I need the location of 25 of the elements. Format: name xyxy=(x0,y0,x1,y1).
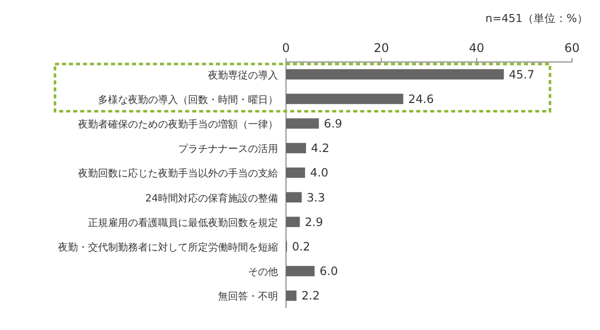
x-tick-label: 60 xyxy=(564,41,580,55)
data-label: 2.2 xyxy=(301,288,320,303)
data-label: 3.3 xyxy=(306,190,326,204)
y-tick-label: 夜勤者確保のための夜勤手当の増額（一律） xyxy=(78,118,278,130)
data-label: 6.9 xyxy=(324,116,342,130)
data-label: 6.0 xyxy=(320,264,338,278)
y-tick-label: 夜勤・交代制勤務者に対して所定労働時間を短縮 xyxy=(58,242,278,254)
data-label: 4.2 xyxy=(311,141,330,156)
text: n=451（単位：%） xyxy=(485,12,588,25)
x-tick-label: 0 xyxy=(282,41,290,55)
y-tick-label: 夜勤専従の導入 xyxy=(208,69,278,82)
data-label: 0.2 xyxy=(292,240,310,254)
y-tick-label: 無回答・不明 xyxy=(218,290,278,303)
y-tick-label: その他 xyxy=(248,266,278,278)
y-tick-label: 多様な夜勤の導入（回数・時間・曜日） xyxy=(98,94,278,106)
y-tick-label: プラチナナースの活用 xyxy=(178,143,278,156)
y-tick-label: 正規雇用の看護職員に最低夜勤回数を規定 xyxy=(88,216,278,229)
data-label: 45.7 xyxy=(508,67,534,82)
y-tick-label: 夜勤回数に応じた夜勤手当以外の手当の支給 xyxy=(78,168,278,180)
data-label: 2.9 xyxy=(304,214,324,229)
data-label: 24.6 xyxy=(408,92,434,106)
y-tick-label: 24時間対応の保育施設の整備 xyxy=(145,192,278,204)
data-label: 4.0 xyxy=(310,166,328,180)
x-tick-label: 40 xyxy=(469,41,484,55)
x-tick-label: 20 xyxy=(374,41,389,55)
